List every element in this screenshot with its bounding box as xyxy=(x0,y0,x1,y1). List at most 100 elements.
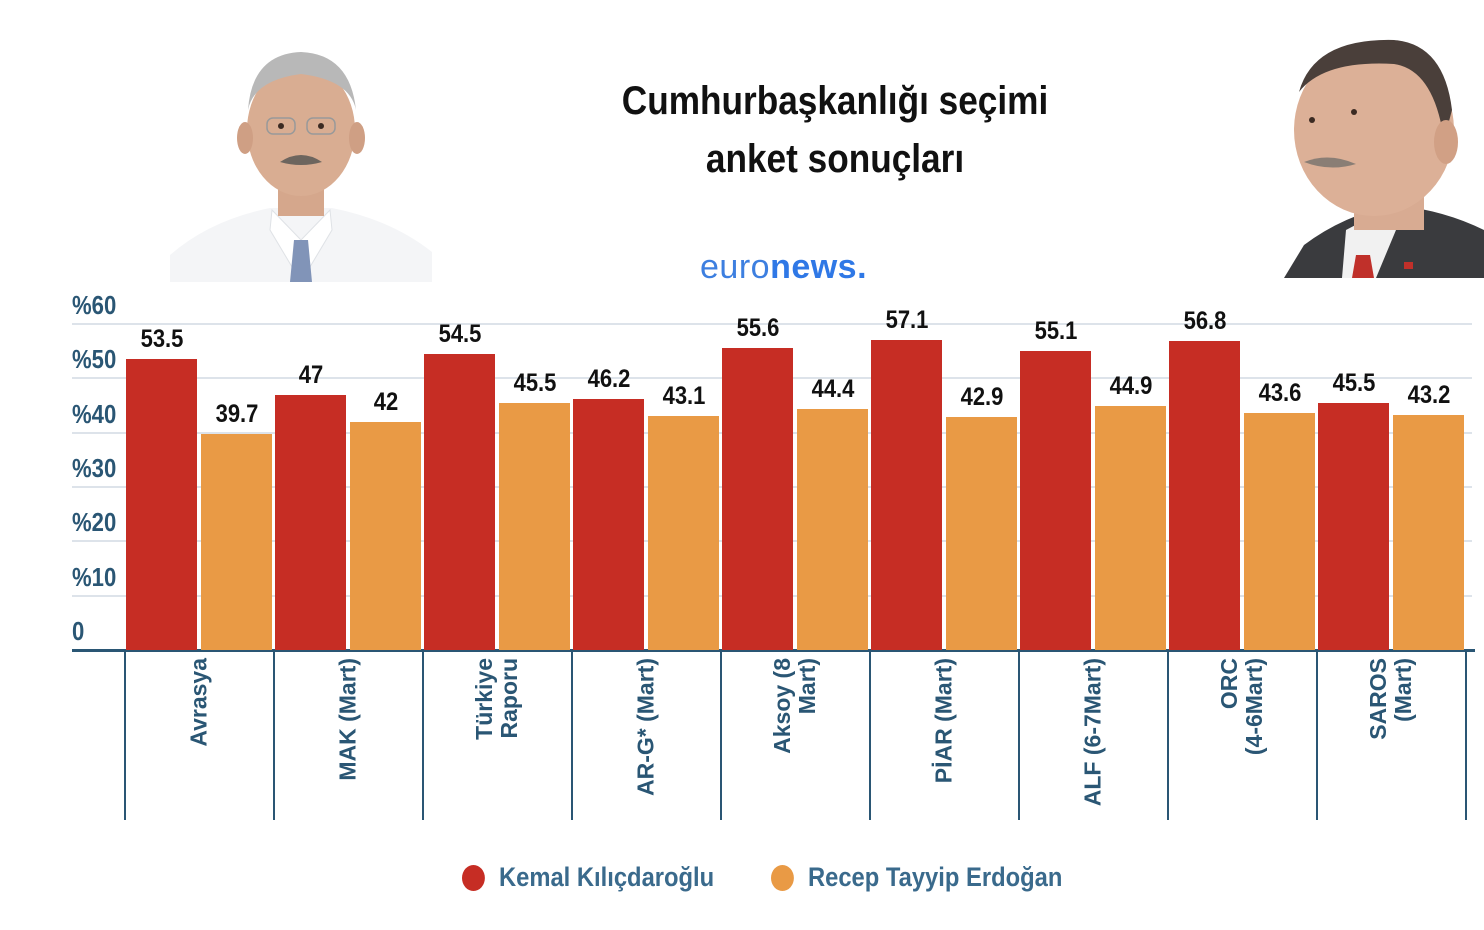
legend-label-kilicdaroglu: Kemal Kılıçdaroğlu xyxy=(498,862,715,892)
legend: Kemal Kılıçdaroğlu Recep Tayyip Erdoğan xyxy=(462,862,1124,893)
bar-value-label: 43.2 xyxy=(1407,381,1450,410)
category-label-line: Avrasya xyxy=(185,658,212,747)
bar-value-label: 46.2 xyxy=(587,364,630,393)
bar-value-label: 54.5 xyxy=(438,319,481,348)
y-axis-label: %10 xyxy=(72,561,117,592)
bar-value-label: 45.5 xyxy=(513,368,556,397)
y-axis-label: %60 xyxy=(72,290,117,320)
x-axis-baseline xyxy=(72,649,1475,652)
x-axis-divider xyxy=(1465,650,1467,820)
bar-kilicdaroglu xyxy=(126,359,197,650)
x-axis-category: MAK (Mart) xyxy=(278,658,418,818)
x-axis-category: Avrasya xyxy=(129,658,269,818)
legend-dot-orange-icon xyxy=(770,864,794,891)
bar-value-label: 55.6 xyxy=(736,313,779,342)
title-line-2: anket sonuçları xyxy=(705,137,965,181)
y-axis-label: 0 xyxy=(72,616,85,646)
category-label-line: AR-G* (Mart) xyxy=(632,658,659,796)
legend-label-erdogan: Recep Tayyip Erdoğan xyxy=(807,862,1062,892)
portrait-kilicdaroglu xyxy=(170,40,432,282)
x-axis-divider xyxy=(273,650,275,820)
category-label: Avrasya xyxy=(185,658,212,747)
category-label-line: MAK (Mart) xyxy=(334,658,361,781)
x-axis-category: ALF (6-7Mart) xyxy=(1023,658,1163,818)
category-label: ALF (6-7Mart) xyxy=(1079,658,1106,807)
bar-value-label: 42 xyxy=(373,387,398,416)
bar-value-label: 56.8 xyxy=(1183,307,1226,336)
chart-title: Cumhurbaşkanlığı seçimi anket sonuçları xyxy=(575,72,1094,188)
y-axis-label: %50 xyxy=(72,344,117,375)
x-axis-category: AR-G* (Mart) xyxy=(576,658,716,818)
category-label: PİAR (Mart) xyxy=(930,658,957,784)
bar-kilicdaroglu xyxy=(573,398,644,650)
y-axis-label: %20 xyxy=(72,507,117,538)
bar-value-label: 39.7 xyxy=(215,400,258,429)
category-label-line: SAROS xyxy=(1365,658,1391,740)
x-axis-category: Aksoy (8 Mart) xyxy=(725,658,865,818)
logo-light-text: euro xyxy=(700,248,771,286)
category-label-line: Raporu xyxy=(496,658,522,739)
portrait-erdogan xyxy=(1284,30,1484,278)
category-label: AR-G* (Mart) xyxy=(632,658,659,796)
y-axis-label: %40 xyxy=(72,398,117,429)
x-axis-divider xyxy=(571,650,573,820)
bar-kilicdaroglu xyxy=(871,339,942,650)
bar-erdogan xyxy=(946,416,1017,650)
x-axis-divider xyxy=(1316,650,1318,820)
y-axis-label: %30 xyxy=(72,453,117,483)
bar-value-label: 43.6 xyxy=(1258,379,1301,408)
euronews-logo: euronews. xyxy=(700,248,867,287)
x-axis-category: SAROS (Mart) xyxy=(1321,658,1461,818)
bar-value-label: 45.5 xyxy=(1332,368,1375,397)
category-label: Aksoy (8 Mart) xyxy=(769,658,820,754)
bar-value-label: 47 xyxy=(298,360,323,389)
bar-erdogan xyxy=(350,421,421,650)
x-axis-divider xyxy=(720,650,722,820)
category-label-line: Aksoy (8 xyxy=(769,658,795,754)
x-axis-divider xyxy=(422,650,424,820)
bar-kilicdaroglu xyxy=(275,394,346,650)
bar-value-label: 57.1 xyxy=(885,305,928,334)
logo-dot: . xyxy=(857,248,868,286)
gridline xyxy=(72,323,1472,325)
logo-bold-text: news xyxy=(770,248,858,286)
title-line-1: Cumhurbaşkanlığı seçimi xyxy=(621,79,1049,123)
bar-kilicdaroglu xyxy=(1318,402,1389,650)
category-label: MAK (Mart) xyxy=(334,658,361,781)
category-label-line: (4-6Mart) xyxy=(1241,658,1267,756)
bar-erdogan xyxy=(1393,415,1464,650)
bar-value-label: 44.4 xyxy=(811,374,854,403)
bar-erdogan xyxy=(1095,406,1166,650)
category-label-line: (Mart) xyxy=(1390,658,1416,722)
category-label-line: Mart) xyxy=(794,658,820,715)
x-axis-divider xyxy=(869,650,871,820)
category-label: SAROS (Mart) xyxy=(1365,658,1416,740)
x-axis-divider xyxy=(1018,650,1020,820)
legend-item-erdogan: Recep Tayyip Erdoğan xyxy=(770,862,1062,893)
bar-kilicdaroglu xyxy=(424,353,495,650)
x-axis-divider xyxy=(124,650,126,820)
category-label: Türkiye Raporu xyxy=(471,658,522,740)
x-axis-divider xyxy=(1167,650,1169,820)
x-axis-category: PİAR (Mart) xyxy=(874,658,1014,818)
bar-value-label: 43.1 xyxy=(662,381,705,410)
bar-value-label: 42.9 xyxy=(960,382,1003,411)
bar-value-label: 55.1 xyxy=(1034,316,1077,345)
category-label-line: PİAR (Mart) xyxy=(930,658,957,784)
category-label-line: ALF (6-7Mart) xyxy=(1079,658,1106,807)
bar-kilicdaroglu xyxy=(1020,350,1091,650)
x-axis-category: ORC (4-6Mart) xyxy=(1172,658,1312,818)
category-label-line: Türkiye xyxy=(471,658,497,740)
bar-kilicdaroglu xyxy=(722,347,793,650)
x-axis-category: Türkiye Raporu xyxy=(427,658,567,818)
legend-item-kilicdaroglu: Kemal Kılıçdaroğlu xyxy=(462,862,714,893)
category-label-line: ORC xyxy=(1216,658,1242,710)
bar-value-label: 44.9 xyxy=(1109,372,1152,401)
category-label: ORC (4-6Mart) xyxy=(1216,658,1267,756)
bar-erdogan xyxy=(201,434,272,650)
bar-erdogan xyxy=(648,415,719,650)
legend-dot-red-icon xyxy=(462,864,485,891)
bar-kilicdaroglu xyxy=(1169,341,1240,650)
bar-erdogan xyxy=(797,408,868,650)
bar-erdogan xyxy=(499,402,570,650)
